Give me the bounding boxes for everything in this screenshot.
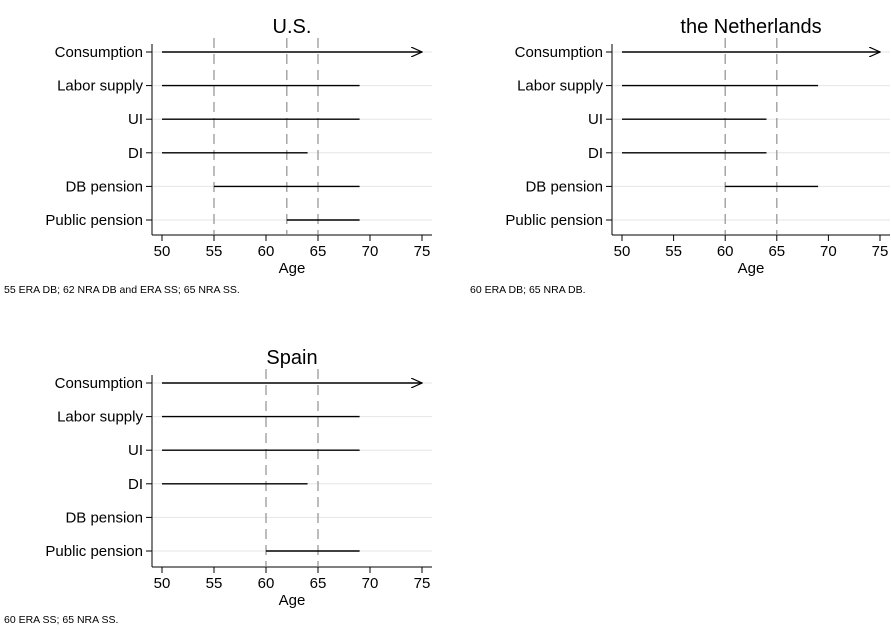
category-label: Public pension xyxy=(45,543,143,560)
x-tick-label: 60 xyxy=(258,243,275,260)
chart-note: 60 ERA SS; 65 NRA SS. xyxy=(4,614,118,626)
category-label: Labor supply xyxy=(57,78,143,95)
category-label: Consumption xyxy=(55,375,143,392)
x-axis-title: Age xyxy=(279,592,306,609)
chart-panel: U.S. Consumption Labor supply UI DI DB pensio… xyxy=(4,16,432,296)
category-label: Consumption xyxy=(55,44,143,61)
x-axis-title: Age xyxy=(279,260,306,277)
x-tick-label: 70 xyxy=(820,243,837,260)
category-label: UI xyxy=(128,111,143,128)
x-tick-label: 60 xyxy=(258,575,275,592)
category-label: DB pension xyxy=(65,178,143,195)
chart-note: 60 ERA DB; 65 NRA DB. xyxy=(470,284,586,296)
category-label: Labor supply xyxy=(57,409,143,426)
category-label: UI xyxy=(128,442,143,459)
x-tick-label: 55 xyxy=(665,243,682,260)
x-tick-label: 65 xyxy=(310,575,327,592)
category-label: Labor supply xyxy=(517,78,603,95)
chart-panel: the Netherlands Consumption Labor supply UI… xyxy=(470,16,890,296)
x-tick-label: 60 xyxy=(717,243,734,260)
x-tick-label: 70 xyxy=(362,243,379,260)
category-label: DI xyxy=(128,476,143,493)
x-tick-label: 50 xyxy=(154,243,171,260)
chart-title: the Netherlands xyxy=(680,16,821,38)
chart-panel: Spain Consumption Labor supply UI DI DB pensi… xyxy=(4,347,432,626)
category-label: DB pension xyxy=(65,509,143,526)
category-label: DB pension xyxy=(525,178,603,195)
x-tick-label: 75 xyxy=(414,243,431,260)
x-tick-label: 65 xyxy=(310,243,327,260)
category-label: DI xyxy=(128,145,143,162)
category-label: Consumption xyxy=(515,44,603,61)
category-label: DI xyxy=(588,145,603,162)
chart-title: U.S. xyxy=(273,16,312,38)
x-tick-label: 75 xyxy=(872,243,889,260)
category-label: Public pension xyxy=(505,212,603,229)
category-label: Public pension xyxy=(45,212,143,229)
x-tick-label: 65 xyxy=(768,243,785,260)
category-label: UI xyxy=(588,111,603,128)
chart-note: 55 ERA DB; 62 NRA DB and ERA SS; 65 NRA … xyxy=(4,284,240,296)
x-tick-label: 70 xyxy=(362,575,379,592)
chart-title: Spain xyxy=(266,347,317,369)
x-tick-label: 55 xyxy=(206,243,223,260)
x-tick-label: 55 xyxy=(206,575,223,592)
x-tick-label: 75 xyxy=(414,575,431,592)
x-tick-label: 50 xyxy=(154,575,171,592)
x-axis-title: Age xyxy=(738,260,765,277)
x-tick-label: 50 xyxy=(614,243,631,260)
